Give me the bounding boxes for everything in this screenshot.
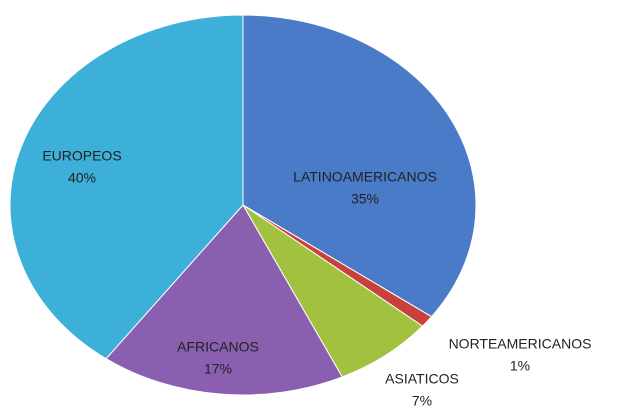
slice-value-label: 35%: [351, 191, 379, 207]
slice-label: AFRICANOS: [177, 339, 259, 355]
slice-label: EUROPEOS: [42, 148, 121, 164]
pie-slice: [242, 204, 424, 378]
slice-label: ASIATICOS: [385, 371, 459, 387]
slice-value-label: 1%: [510, 358, 530, 374]
pie-slice: [105, 204, 343, 396]
pie-slice: [9, 14, 244, 360]
slice-value-label: 40%: [68, 170, 96, 186]
pie-slice: [242, 14, 477, 318]
slice-label: NORTEAMERICANOS: [449, 336, 592, 352]
slice-value-label: 17%: [204, 361, 232, 377]
slice-label: LATINOAMERICANOS: [293, 169, 437, 185]
slice-value-label: 7%: [412, 393, 432, 409]
